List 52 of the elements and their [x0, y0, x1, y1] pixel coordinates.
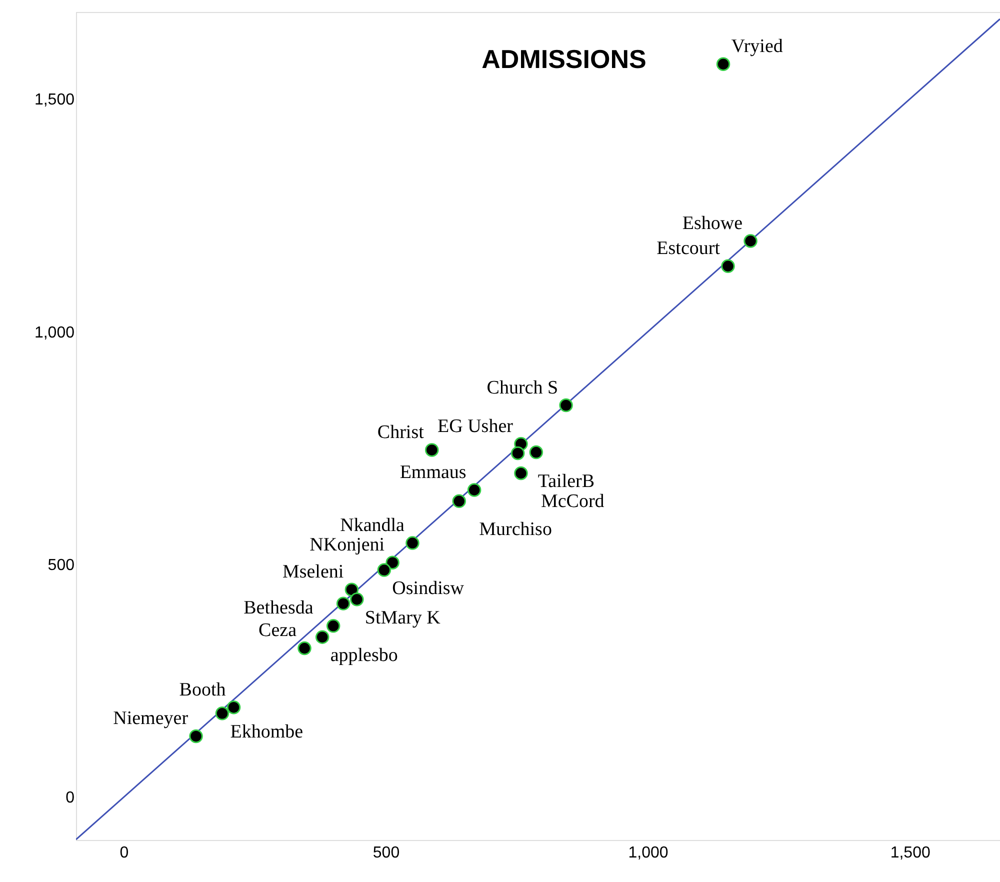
y-tick-label: 500: [48, 556, 75, 574]
point: [452, 494, 466, 508]
data-label: Murchiso: [479, 519, 552, 540]
x-tick-label: 1,000: [628, 844, 668, 862]
x-tick-label: 500: [372, 844, 400, 862]
point: [344, 582, 359, 596]
point: [315, 630, 330, 644]
data-label: StMary K: [364, 607, 441, 628]
point: [189, 729, 203, 744]
point: [226, 700, 241, 714]
point: [559, 398, 573, 412]
data-label: Church S: [486, 377, 558, 398]
point: [510, 446, 525, 460]
data-label: Nkandla: [340, 515, 406, 536]
x-tick-label: 0: [120, 844, 129, 862]
point: [350, 592, 364, 606]
data-label: Ceza: [258, 620, 298, 642]
point: [406, 536, 420, 550]
data-label: applesbo: [330, 645, 398, 666]
data-label: Eshowe: [682, 212, 743, 234]
data-label: Bethesda: [244, 598, 314, 619]
point: [326, 619, 340, 633]
point: [721, 259, 735, 273]
data-label: Niemeyer: [113, 708, 189, 730]
point: [744, 234, 758, 248]
point: [467, 483, 482, 497]
point: [386, 556, 400, 570]
data-label: Vryied: [731, 36, 784, 58]
data-label: NKonjeni: [310, 534, 385, 556]
point: [298, 641, 312, 656]
data-label: EG Usher: [438, 416, 514, 437]
y-tick-label: 1,000: [34, 324, 75, 342]
x-tick-label: 1,500: [890, 844, 930, 862]
data-label: McCord: [540, 491, 605, 512]
data-label: Christ: [377, 422, 425, 443]
data-label: Estcourt: [656, 238, 721, 260]
text: ADMISSIONS: [482, 44, 646, 74]
y-tick-label: 0: [66, 790, 75, 807]
data-label: TailerB: [538, 471, 595, 492]
point: [336, 596, 350, 610]
data-label: Mseleni: [282, 562, 344, 583]
data-label: Emmaus: [400, 462, 466, 483]
point: [514, 466, 528, 480]
data-label: Osindisw: [392, 578, 464, 600]
point: [424, 443, 439, 457]
y-tick-label: 1,500: [34, 92, 75, 109]
point: [215, 706, 230, 720]
point: [529, 445, 544, 460]
point: [377, 563, 392, 577]
data-label: Booth: [179, 679, 226, 700]
data-label: Ekhombe: [230, 721, 304, 742]
point: [716, 57, 730, 71]
